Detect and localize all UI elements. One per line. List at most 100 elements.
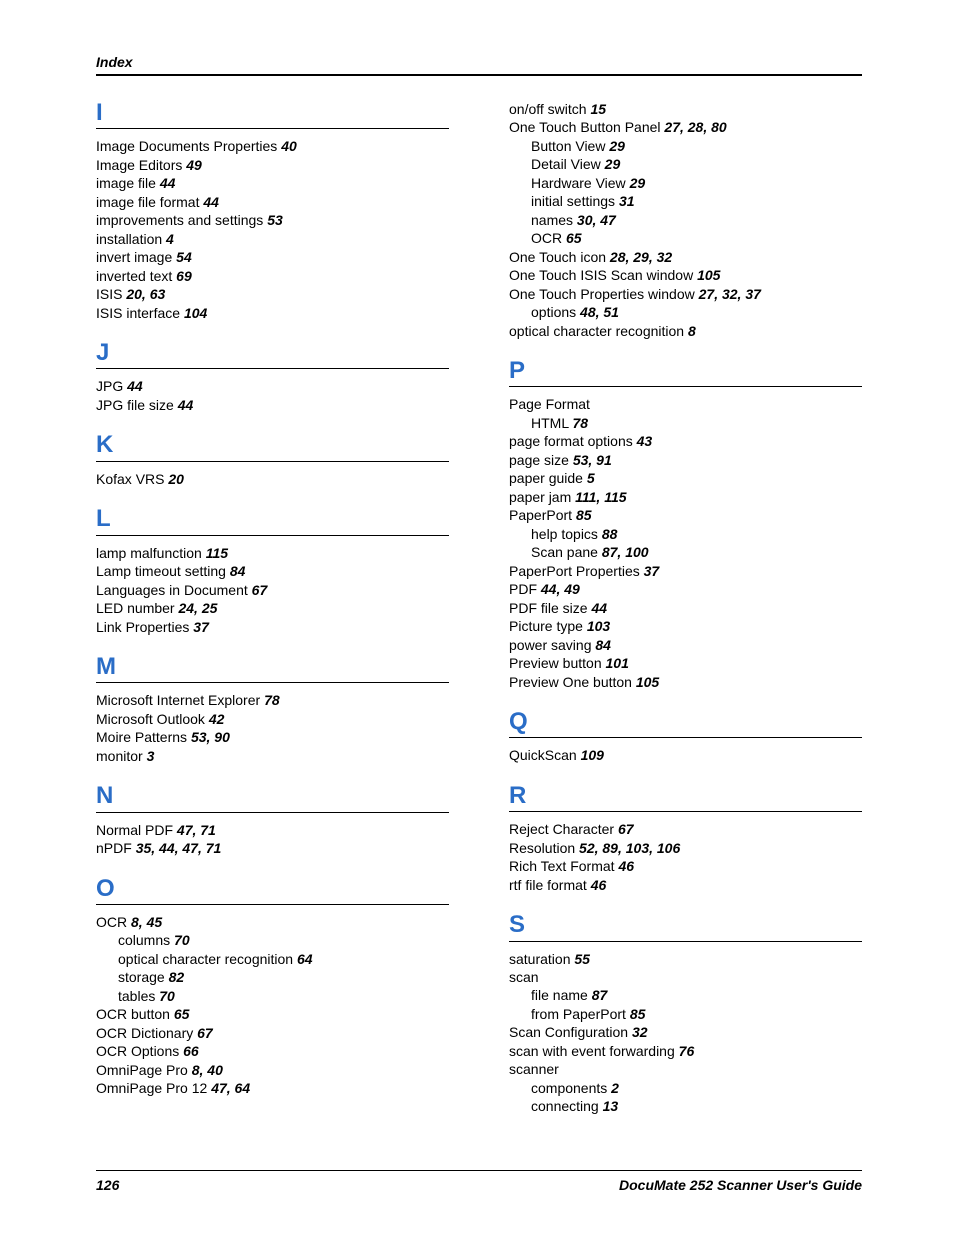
index-entry: options 48, 51 [509, 303, 862, 321]
section-rule [96, 461, 449, 462]
index-entry: OCR 65 [509, 229, 862, 247]
index-entries: lamp malfunction 115 Lamp timeout setting… [96, 544, 449, 636]
index-page-ref: 46 [591, 877, 607, 893]
index-letter-k: K [96, 432, 449, 458]
index-entry: components 2 [509, 1079, 862, 1097]
index-term: components [531, 1080, 607, 1096]
index-page-ref: 101 [606, 655, 629, 671]
index-page-ref: 88 [602, 526, 618, 542]
index-page-ref: 44 [203, 194, 219, 210]
index-page-ref: 44 [127, 378, 143, 394]
header-rule [96, 74, 862, 76]
index-entry: Resolution 52, 89, 103, 106 [509, 839, 862, 857]
index-term: installation [96, 231, 162, 247]
index-term: file name [531, 987, 588, 1003]
index-term: saturation [509, 951, 570, 967]
index-entries: Image Documents Properties 40 Image Edito… [96, 137, 449, 322]
index-page-ref: 44 [160, 175, 176, 191]
index-term: image file [96, 175, 156, 191]
index-entry: help topics 88 [509, 525, 862, 543]
index-term: lamp malfunction [96, 545, 202, 561]
index-term: paper guide [509, 470, 583, 486]
index-term: Preview button [509, 655, 602, 671]
index-entry: file name 87 [509, 986, 862, 1004]
index-page-ref: 69 [176, 268, 192, 284]
index-entry: monitor 3 [96, 747, 449, 765]
index-page-ref: 31 [619, 193, 635, 209]
index-entry: power saving 84 [509, 636, 862, 654]
index-page-ref: 87 [592, 987, 608, 1003]
index-term: Languages in Document [96, 582, 248, 598]
index-entry: One Touch Properties window 27, 32, 37 [509, 285, 862, 303]
index-page-ref: 115 [206, 545, 228, 561]
index-term: initial settings [531, 193, 615, 209]
index-page-ref: 44, 49 [541, 581, 580, 597]
index-entry: Page Format [509, 395, 862, 413]
section-rule [509, 811, 862, 812]
index-term: HTML [531, 415, 569, 431]
index-entry: optical character recognition 8 [509, 322, 862, 340]
index-page-ref: 53 [267, 212, 283, 228]
index-term: options [531, 304, 576, 320]
index-page-ref: 3 [147, 748, 155, 764]
index-entry: invert image 54 [96, 248, 449, 266]
index-entry: OCR Options 66 [96, 1042, 449, 1060]
index-page-ref: 78 [264, 692, 280, 708]
index-page-ref: 67 [618, 821, 634, 837]
index-page-ref: 47, 64 [211, 1080, 250, 1096]
index-term: JPG file size [96, 397, 174, 413]
index-page-ref: 37 [644, 563, 660, 579]
index-entry: One Touch Button Panel 27, 28, 80 [509, 118, 862, 136]
index-term: Lamp timeout setting [96, 563, 226, 579]
index-letter-q: Q [509, 709, 862, 735]
index-term: from PaperPort [531, 1006, 626, 1022]
index-term: help topics [531, 526, 598, 542]
index-page-ref: 28, 29, 32 [610, 249, 672, 265]
index-columns: I Image Documents Properties 40 Image Edit… [96, 100, 862, 1116]
index-letter-i: I [96, 100, 449, 126]
index-entries-continuation: on/off switch 15One Touch Button Panel 2… [509, 100, 862, 340]
index-entry: QuickScan 109 [509, 746, 862, 764]
index-letter-m: M [96, 654, 449, 680]
index-entry: Normal PDF 47, 71 [96, 821, 449, 839]
index-page-ref: 5 [587, 470, 595, 486]
index-page-ref: 82 [169, 969, 185, 985]
index-term: One Touch Properties window [509, 286, 695, 302]
index-page-ref: 70 [159, 988, 175, 1004]
index-term: Link Properties [96, 619, 189, 635]
index-term: invert image [96, 249, 172, 265]
index-page-ref: 55 [574, 951, 590, 967]
index-term: OCR [96, 914, 127, 930]
index-page-ref: 84 [230, 563, 246, 579]
index-term: optical character recognition [509, 323, 684, 339]
index-entry: Image Documents Properties 40 [96, 137, 449, 155]
index-entry: on/off switch 15 [509, 100, 862, 118]
index-term: Scan Configuration [509, 1024, 628, 1040]
index-entry: HTML 78 [509, 414, 862, 432]
index-term: Kofax VRS [96, 471, 164, 487]
index-term: inverted text [96, 268, 172, 284]
index-term: Image Editors [96, 157, 182, 173]
index-term: nPDF [96, 840, 132, 856]
index-entry: inverted text 69 [96, 267, 449, 285]
index-term: Reject Character [509, 821, 614, 837]
index-entries: Reject Character 67 Resolution 52, 89, 10… [509, 820, 862, 894]
index-term: PDF [509, 581, 537, 597]
index-term: LED number [96, 600, 175, 616]
index-entry: image file 44 [96, 174, 449, 192]
index-page: Index IImage Documents Properties 40Imag… [0, 0, 954, 1156]
index-page-ref: 20 [168, 471, 184, 487]
index-letter-r: R [509, 783, 862, 809]
index-entry: OmniPage Pro 12 47, 64 [96, 1079, 449, 1097]
index-entry: Picture type 103 [509, 617, 862, 635]
index-term: tables [118, 988, 155, 1004]
index-page-ref: 42 [209, 711, 225, 727]
index-term: Image Documents Properties [96, 138, 277, 154]
footer-row: 126 DocuMate 252 Scanner User's Guide [96, 1177, 862, 1193]
index-term: PDF file size [509, 600, 588, 616]
index-entry: initial settings 31 [509, 192, 862, 210]
index-term: PaperPort [509, 507, 572, 523]
index-entry: image file format 44 [96, 193, 449, 211]
section-rule [96, 904, 449, 905]
index-entry: scan [509, 968, 862, 986]
